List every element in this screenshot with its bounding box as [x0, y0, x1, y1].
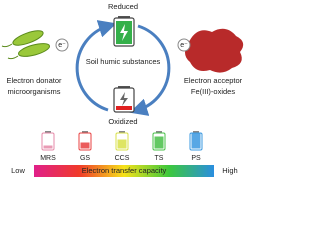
center-label: Soil humic substances: [86, 57, 161, 66]
scale-item-label: PS: [191, 155, 201, 162]
cycle-arrow-right: [129, 24, 171, 116]
battery-cap: [45, 131, 51, 133]
battery-charge: [154, 136, 164, 149]
scale-bar: [34, 165, 214, 177]
battery-charge: [191, 133, 201, 149]
scale-battery: [115, 131, 129, 151]
battery-charge: [43, 145, 53, 149]
page: {"diagram": { "top_label": "Reduced", "c…: [1, 1, 244, 177]
scale-battery: [152, 131, 166, 151]
scale-battery: [41, 131, 55, 151]
right-label-line-1: Electron acceptor: [184, 76, 243, 85]
electron-symbol-right: e⁻: [180, 42, 188, 49]
electron-symbol-left: e⁻: [58, 42, 66, 49]
scale-item-label: CCS: [115, 155, 130, 162]
diagram: Reduced Soil humic substances Oxidized e…: [1, 2, 244, 177]
scale-item-label: GS: [80, 155, 90, 162]
scale-high: High: [222, 166, 237, 175]
cycle-arrow-left: [75, 20, 117, 112]
left-label-line-1: Electron donator: [6, 76, 62, 85]
battery-cap: [193, 131, 199, 133]
top-label: Reduced: [108, 2, 138, 11]
right-label-line-2: Fe(III)-oxides: [191, 87, 235, 96]
bottom-label: Oxidized: [108, 117, 137, 126]
electron-icon: [55, 38, 69, 52]
scale-battery: [189, 131, 203, 151]
battery-cap: [82, 131, 88, 133]
battery-cap: [119, 131, 125, 133]
scale-item-label: MRS: [40, 155, 56, 162]
battery-reduced: [113, 16, 135, 47]
scale-low: Low: [11, 166, 25, 175]
fe-oxide-icon: [185, 28, 244, 73]
battery-charge: [117, 139, 127, 149]
scale-title: Electron transfer capacity: [82, 166, 167, 175]
scale-battery: [78, 131, 92, 151]
battery-charge: [80, 142, 90, 149]
scale-item-label: TS: [155, 155, 164, 162]
electron-icon: [177, 38, 191, 52]
battery-oxidized: [113, 86, 135, 113]
left-label-line-2: microorganisms: [8, 87, 61, 96]
battery-cap: [156, 131, 162, 133]
scale-batteries: MRS GS CCS TS PS: [40, 131, 203, 162]
microorganisms-icon: [1, 30, 51, 60]
